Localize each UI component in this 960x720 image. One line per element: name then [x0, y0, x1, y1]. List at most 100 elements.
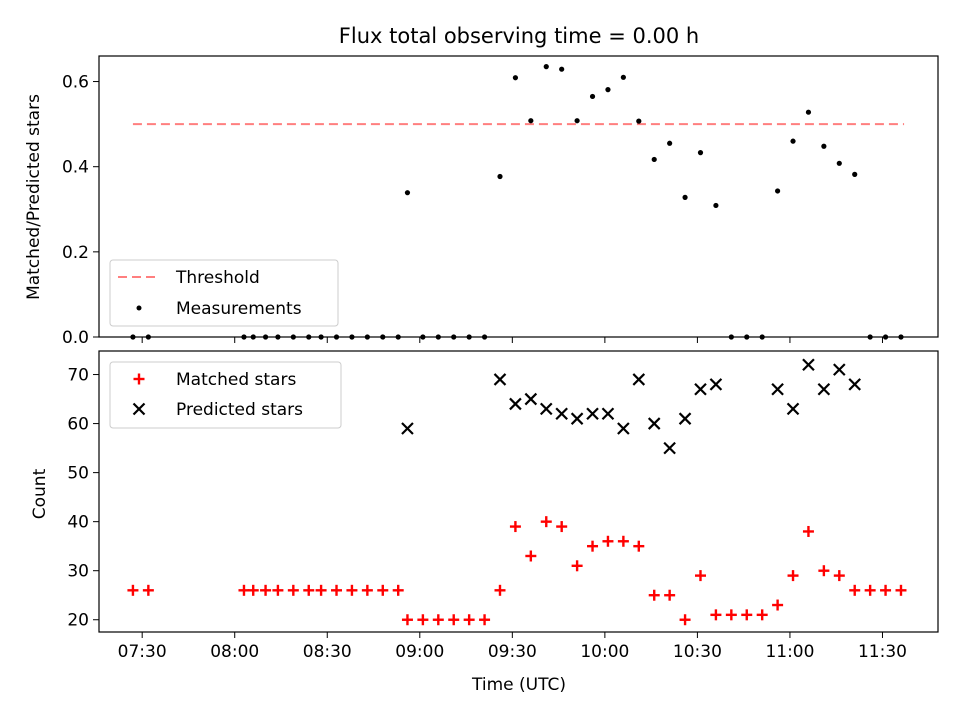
matched-star-point	[880, 584, 892, 596]
count-y-tick-label: 30	[67, 562, 89, 582]
measurement-point	[759, 334, 765, 340]
measurement-point	[262, 334, 269, 340]
measurement-point	[451, 334, 457, 340]
predicted-star-point-b	[848, 378, 861, 391]
predicted-star-point-b	[663, 441, 676, 455]
measurement-point	[821, 143, 827, 149]
legend-matched-swatch	[133, 373, 145, 385]
matched-star-point	[741, 609, 753, 621]
matched-star-point	[272, 584, 284, 596]
matched-star-point	[142, 584, 154, 596]
matched-star-point	[602, 535, 614, 547]
predicted-star-point-b	[493, 373, 507, 386]
predicted-star-point	[586, 407, 599, 421]
measurement-point	[250, 334, 256, 340]
count-x-tick-label: 07:30	[118, 642, 167, 662]
predicted-star-point-b	[539, 402, 553, 416]
matched-star-point	[127, 584, 139, 596]
predicted-star-point-b	[678, 412, 692, 425]
measurement-point	[481, 334, 488, 340]
predicted-star-point	[539, 402, 553, 416]
predicted-star-point	[601, 407, 615, 421]
count-y-tick-label: 60	[67, 415, 89, 435]
count-x-tick-label: 10:00	[580, 642, 629, 662]
matched-star-point	[648, 589, 660, 601]
matched-star-point	[587, 540, 599, 552]
predicted-star-point-b	[509, 397, 522, 411]
predicted-star-point-b	[647, 417, 661, 430]
measurement-point	[528, 118, 534, 124]
matched-star-point	[238, 584, 250, 596]
matched-star-point	[756, 609, 768, 621]
matched-star-point	[525, 550, 537, 562]
matched-star-point	[772, 599, 784, 611]
measurement-point	[420, 334, 426, 340]
matched-star-point	[331, 584, 343, 596]
matched-star-point	[494, 584, 506, 596]
predicted-star-point-b	[586, 407, 599, 421]
measurement-point	[790, 138, 796, 144]
matched-star-point	[787, 570, 799, 582]
measurement-point	[145, 334, 151, 340]
count-x-tick-label: 09:00	[395, 642, 444, 662]
matched-star-point	[802, 525, 814, 537]
matched-star-point	[287, 584, 299, 596]
matched-star-point	[556, 521, 568, 533]
predicted-star-point-b	[833, 363, 846, 376]
measurement-point	[605, 87, 611, 93]
predicted-star-point	[493, 373, 507, 386]
measurement-point	[713, 202, 719, 209]
predicted-star-point-b	[632, 373, 646, 386]
measurement-point	[241, 334, 247, 340]
matched-star-point	[571, 560, 583, 572]
ratio-y-tick-label: 0.4	[62, 158, 89, 178]
ratio-legend: Threshold Measurements	[109, 259, 339, 327]
ratio-y-tick-label: 0.0	[62, 328, 89, 348]
legend-x-marker-b	[132, 402, 146, 416]
predicted-star-point	[771, 382, 784, 396]
predicted-star-point	[509, 397, 522, 411]
predicted-star-point-b	[524, 392, 538, 406]
predicted-star-point-b	[601, 407, 615, 421]
predicted-star-point	[524, 392, 538, 406]
predicted-star-point	[632, 373, 646, 386]
predicted-star-point	[647, 417, 661, 430]
measurement-point	[275, 334, 281, 340]
measurement-point	[404, 190, 411, 196]
measurement-point	[697, 150, 704, 156]
ratio-panel: 0.0 0.2 0.4 0.6 Matched/Predicted stars Thr…	[24, 55, 939, 348]
matched-star-point	[417, 614, 429, 626]
measurement-point	[744, 334, 750, 340]
measurement-point	[805, 109, 812, 115]
matched-star-point	[361, 584, 373, 596]
legend-predicted-swatch	[132, 402, 146, 416]
predicted-star-point-b	[694, 382, 707, 396]
measurement-point	[636, 118, 642, 124]
predicted-star-point-b	[709, 378, 723, 391]
measurement-point	[306, 334, 312, 340]
measurement-point	[512, 75, 519, 81]
predicted-star-point-b	[401, 422, 414, 435]
count-y-ticks: 20 30 40 50 60 70	[67, 366, 99, 631]
ratio-legend-box	[109, 259, 339, 327]
matched-star-point	[315, 584, 327, 596]
measurement-point	[852, 171, 858, 177]
count-x-tick-label: 08:30	[303, 642, 352, 662]
measurement-point	[497, 173, 503, 180]
count-points	[127, 358, 907, 626]
predicted-star-point	[678, 412, 692, 425]
count-y-tick-label: 70	[67, 366, 89, 386]
predicted-star-point-b	[786, 402, 800, 416]
measurement-point	[667, 140, 673, 146]
count-x-tick-label: 11:30	[858, 642, 907, 662]
count-y-tick-label: 20	[67, 611, 89, 631]
predicted-star-point	[817, 382, 831, 396]
predicted-star-point-b	[771, 382, 784, 396]
matched-star-point	[818, 565, 830, 577]
matched-star-point	[448, 614, 460, 626]
count-x-tick-label: 10:30	[673, 642, 722, 662]
predicted-star-point	[555, 407, 568, 421]
matched-star-point	[479, 614, 491, 626]
measurement-point	[728, 334, 734, 340]
